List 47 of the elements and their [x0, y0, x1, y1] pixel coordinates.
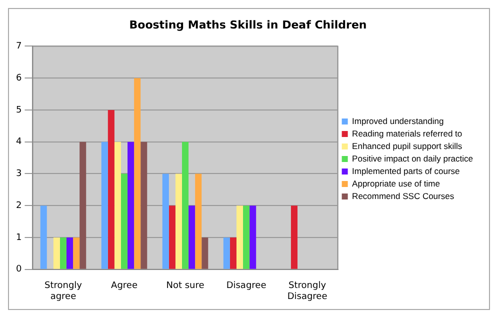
- bar: [168, 206, 176, 269]
- x-tick-label: Not sure: [166, 281, 205, 292]
- legend-label: Recommend SSC Courses: [352, 190, 454, 201]
- bar: [53, 238, 60, 269]
- bar: [101, 142, 108, 269]
- y-tick-label: 7: [16, 42, 22, 52]
- bar: [290, 206, 298, 269]
- y-tick-label: 4: [16, 137, 22, 148]
- bar: [162, 174, 169, 269]
- bar: [236, 206, 244, 269]
- bar: [134, 78, 141, 269]
- legend-label: Implemented parts of course: [352, 166, 460, 176]
- x-tick-label: Strongly agree: [44, 281, 83, 302]
- y-tick-label: 0: [16, 264, 22, 275]
- bar: [114, 142, 121, 269]
- chart-title: Boosting Maths Skills in Deaf Children: [129, 18, 367, 32]
- legend-label: Improved understanding: [352, 116, 444, 126]
- bar: [40, 206, 47, 269]
- x-tick-label: Strongly Disagree: [287, 281, 328, 302]
- y-tick-label: 2: [16, 200, 22, 211]
- bar: [230, 238, 236, 269]
- bar: [140, 142, 148, 269]
- x-tick-label: Agree: [111, 281, 138, 292]
- legend-label: Enhanced pupil support skills: [352, 140, 462, 151]
- bar: [80, 142, 86, 269]
- bar: [202, 238, 208, 269]
- bar: [175, 174, 182, 269]
- bar: [73, 238, 80, 269]
- bar: [243, 206, 250, 269]
- bar: [120, 174, 128, 269]
- legend-label: Positive impact on daily practice: [352, 153, 474, 164]
- bar: [108, 110, 114, 269]
- bar: [128, 142, 134, 269]
- bar: [182, 142, 189, 269]
- y-tick-label: 1: [16, 232, 22, 243]
- bar: [188, 206, 196, 269]
- legend-label: Reading materials referred to: [352, 128, 462, 138]
- x-tick-label: Disagree: [226, 281, 267, 292]
- bar: [223, 238, 230, 269]
- y-tick-label: 6: [16, 73, 22, 84]
- bar: [60, 238, 67, 269]
- y-tick-label: 3: [16, 169, 22, 180]
- y-tick-label: 5: [16, 105, 22, 116]
- bar: [66, 238, 74, 269]
- legend-label: Appropriate use of time: [352, 178, 440, 188]
- bar: [250, 206, 256, 269]
- bar: [195, 174, 202, 269]
